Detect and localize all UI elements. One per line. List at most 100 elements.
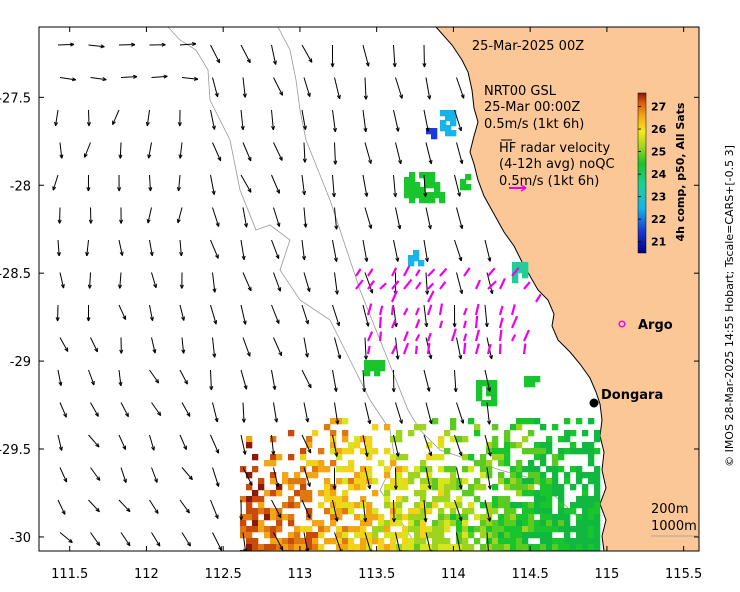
sst-pixel [360, 472, 367, 479]
sst-pixel [445, 130, 452, 137]
model-vector-head [364, 452, 369, 457]
model-vector [89, 272, 91, 289]
sst-pixel [576, 478, 583, 485]
sst-pixel [517, 267, 524, 274]
sst-pixel [409, 172, 416, 179]
model-vector [271, 369, 276, 390]
model-vector [425, 467, 431, 490]
sst-pixel [342, 538, 349, 545]
sst-pixel [252, 538, 259, 545]
sst-pixel [270, 454, 277, 461]
sst-pixel [384, 490, 391, 497]
sst-pixel [588, 418, 595, 425]
sst-pixel [480, 472, 487, 479]
sst-pixel [390, 454, 397, 461]
model-vector [212, 532, 222, 551]
sst-pixel [414, 424, 421, 431]
sst-pixel [342, 418, 349, 425]
sst-pixel [456, 496, 463, 503]
sst-pixel [450, 418, 457, 425]
sst-pixel [414, 472, 421, 479]
hf-radar-vector [379, 282, 387, 290]
sst-pixel [504, 436, 511, 443]
sst-pixel [318, 448, 325, 455]
sst-pixel [462, 526, 469, 533]
sst-pixel [424, 172, 431, 179]
sst-pixel [486, 526, 493, 533]
sst-pixel [444, 538, 451, 545]
model-vector-head [60, 284, 65, 289]
sst-pixel [444, 520, 451, 527]
model-vector [57, 43, 75, 46]
sst-pixel [512, 262, 519, 269]
hf-radar-vector [355, 279, 364, 290]
sst-pixel [384, 484, 391, 491]
sst-pixel [342, 508, 349, 515]
sst-pixel [558, 544, 565, 551]
model-vector-head [458, 355, 463, 360]
sst-pixel [432, 532, 439, 539]
model-vector [181, 532, 191, 547]
model-vector [147, 207, 152, 224]
model-vector-head [459, 159, 464, 165]
model-vector-head [215, 449, 220, 454]
model-vector [332, 239, 338, 262]
model-vector-head [149, 316, 154, 321]
sst-pixel [252, 466, 259, 473]
sst-pixel [360, 466, 367, 473]
model-vector-head [124, 412, 129, 418]
hf-radar-vector [450, 328, 457, 342]
hf-radar-vector [522, 329, 530, 342]
sst-pixel [354, 502, 361, 509]
model-vector-head [427, 224, 432, 230]
model-vector-head [63, 413, 67, 418]
sst-pixel [318, 532, 325, 539]
sst-pixel [528, 418, 535, 425]
sst-pixel [438, 496, 445, 503]
sst-pixel [540, 544, 547, 551]
sst-pixel [529, 381, 536, 388]
sst-pixel [522, 544, 529, 551]
sst-pixel [528, 448, 535, 455]
sst-pixel [476, 390, 483, 397]
sst-pixel [564, 472, 571, 479]
sst-pixel [480, 466, 487, 473]
model-vector [149, 434, 155, 451]
sst-pixel [396, 532, 403, 539]
sst-pixel [444, 496, 451, 503]
sst-pixel [516, 526, 523, 533]
sst-pixel [534, 532, 541, 539]
model-vector [88, 434, 100, 448]
sst-pixel [396, 466, 403, 473]
model-vector-head [302, 190, 307, 196]
model-vector [425, 402, 432, 424]
model-vector [120, 532, 131, 547]
hf-radar-vector [474, 343, 480, 355]
sst-pixel [486, 502, 493, 509]
model-vector [112, 109, 120, 125]
sst-pixel [558, 448, 565, 455]
sst-pixel [424, 177, 431, 184]
model-vector-head [185, 508, 190, 514]
sst-pixel [270, 526, 277, 533]
model-vector-head [395, 452, 400, 457]
model-vector [271, 239, 280, 259]
sst-pixel [348, 544, 355, 551]
model-vector [88, 44, 105, 48]
model-vector [149, 174, 152, 191]
model-vector [151, 337, 156, 354]
sst-pixel [492, 448, 499, 455]
hf-radar-vector [367, 280, 376, 290]
sst-pixel [480, 526, 487, 533]
model-vector [273, 142, 283, 161]
hf-radar-vector [378, 316, 382, 329]
sst-pixel [570, 448, 577, 455]
sst-pixel [540, 496, 547, 503]
model-vector [301, 174, 305, 195]
sst-pixel [432, 526, 439, 533]
model-vector [210, 369, 212, 391]
sst-pixel [456, 514, 463, 521]
model-vector-head [393, 485, 398, 490]
sst-pixel [374, 360, 381, 367]
model-vector-head [487, 517, 492, 522]
